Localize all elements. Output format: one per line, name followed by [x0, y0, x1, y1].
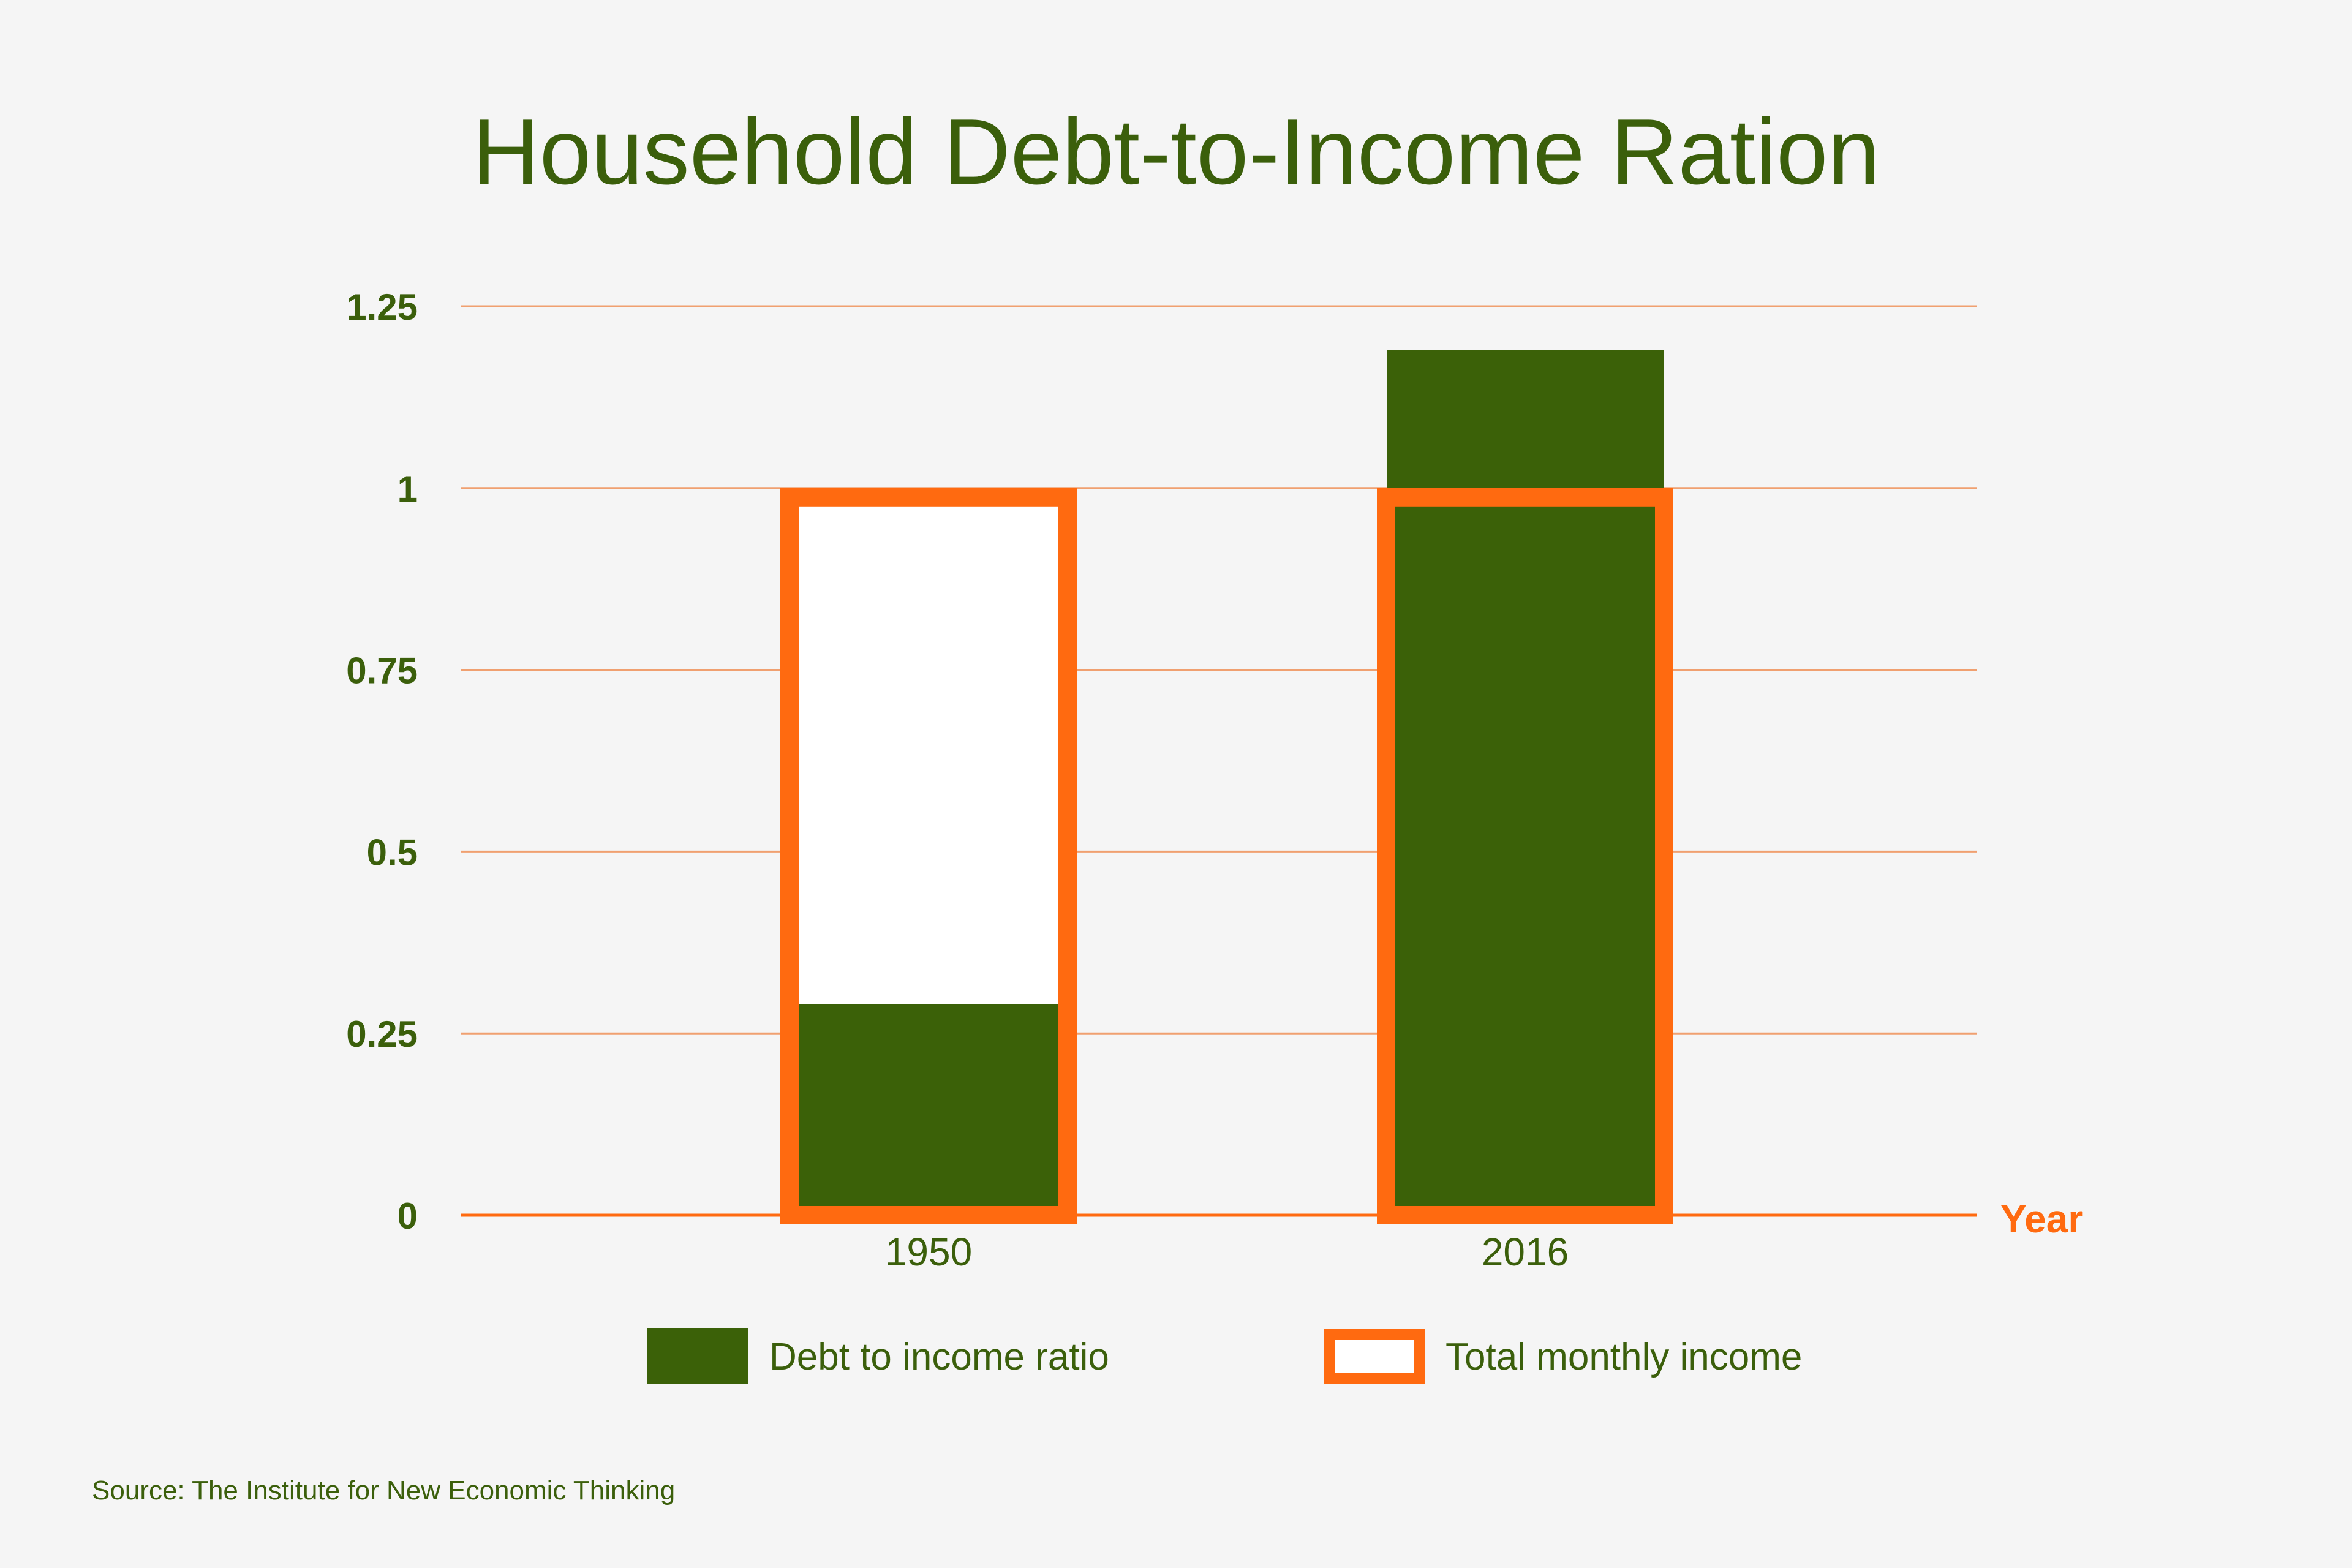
legend-item-debt: Debt to income ratio	[647, 1328, 1109, 1384]
legend-label-debt: Debt to income ratio	[769, 1336, 1109, 1378]
legend-swatch-debt	[647, 1328, 748, 1384]
y-tick-label: 0	[398, 1196, 418, 1237]
y-tick-label: 0.5	[367, 832, 418, 873]
debt-bar	[1387, 350, 1664, 1216]
y-tick-label: 1.25	[346, 287, 418, 328]
source-note: Source: The Institute for New Economic T…	[92, 1476, 675, 1506]
y-tick-label: 0.25	[346, 1014, 418, 1055]
legend-swatch-income	[1324, 1329, 1425, 1384]
y-tick-label: 0.75	[346, 650, 418, 692]
y-tick-label: 1	[398, 469, 418, 510]
legend-item-income: Total monthly income	[1324, 1329, 1802, 1384]
legend: Debt to income ratio Total monthly income	[647, 1328, 1802, 1384]
chart-title: Household Debt-to-Income Ration	[472, 100, 1880, 204]
x-axis: 1950 2016 Year	[461, 1197, 2083, 1274]
debt-bar	[790, 1004, 1067, 1215]
y-axis-ticks: 0 0.25 0.5 0.75 1 1.25	[346, 287, 418, 1237]
grid-lines	[461, 305, 1977, 1035]
legend-label-income: Total monthly income	[1446, 1336, 1802, 1378]
x-axis-label: Year	[2000, 1197, 2083, 1241]
bars	[780, 350, 1673, 1224]
x-tick-label: 2016	[1482, 1230, 1569, 1274]
x-tick-label: 1950	[885, 1230, 972, 1274]
